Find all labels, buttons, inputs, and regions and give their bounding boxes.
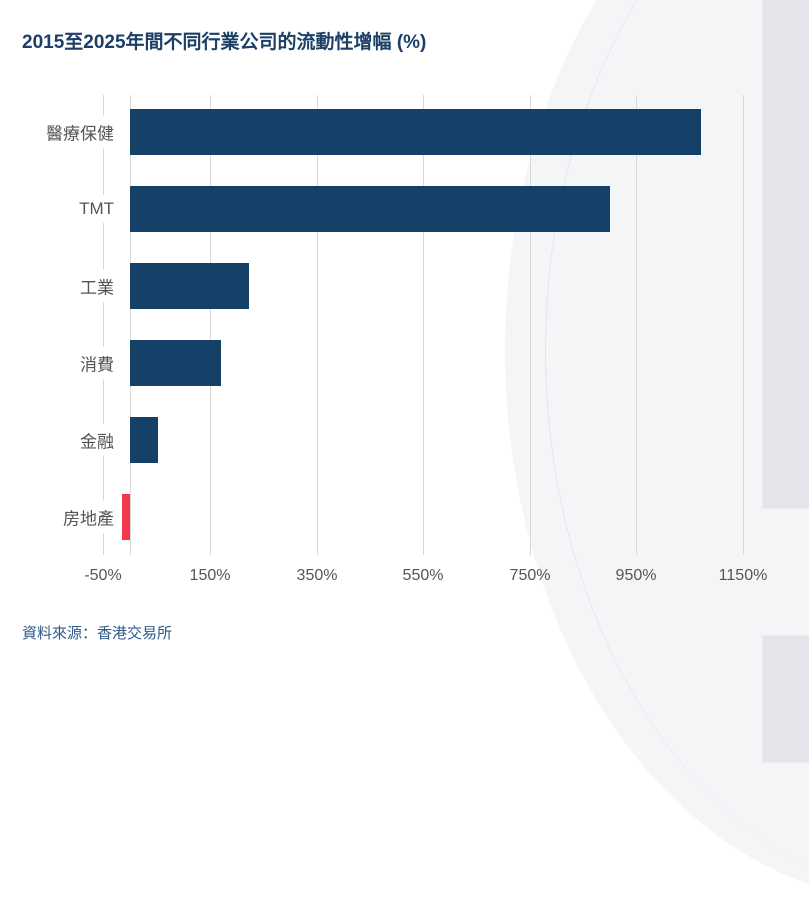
gridline: [210, 95, 211, 555]
category-label: 房地產: [59, 500, 114, 534]
category-label: 醫療保健: [42, 115, 114, 149]
x-tick-label: 150%: [189, 567, 231, 584]
gridline: [317, 95, 318, 555]
bar-chart-plot: -50% 150% 350% 550% 750% 950% 1150% 醫療保健 TMT 工業消…: [42, 95, 768, 584]
category-label: 工業: [76, 269, 114, 303]
chart-title: 2015至2025年間不同行業公司的流動性增幅 (%): [22, 32, 427, 53]
gridline: [530, 95, 531, 555]
category-label: TMT: [75, 195, 114, 223]
bar: [130, 417, 158, 463]
gridline: [636, 95, 637, 555]
source-note: 資料來源：香港交易所: [22, 625, 173, 642]
gridline: [743, 95, 744, 555]
bar: [130, 186, 610, 232]
bar: [130, 263, 249, 309]
category-label: 消費: [76, 346, 114, 380]
bar: [130, 109, 701, 155]
gridline: [130, 95, 131, 555]
category-label: 金融: [76, 423, 114, 457]
bar: [130, 340, 221, 386]
gridline: [423, 95, 424, 555]
bar: [122, 494, 130, 540]
x-tick-label: 550%: [402, 567, 444, 584]
x-tick-label: -50%: [84, 567, 122, 584]
x-tick-label: 1150%: [718, 567, 768, 584]
x-tick-label: 350%: [296, 567, 338, 584]
x-tick-label: 950%: [615, 567, 657, 584]
x-tick-label: 750%: [509, 567, 551, 584]
gridline: [103, 95, 104, 555]
